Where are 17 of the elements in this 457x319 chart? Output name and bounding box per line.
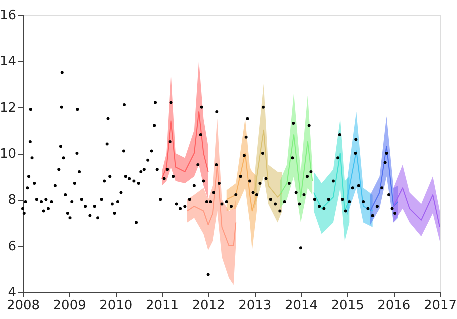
y-tick-label: 8 <box>8 193 16 208</box>
x-tick-label: 2012 <box>192 298 226 314</box>
y-tick-label: 10 <box>0 147 16 162</box>
x-tick-label: 2014 <box>284 298 318 314</box>
x-tick-label: 2010 <box>100 298 133 314</box>
x-tick-label: 2008 <box>6 298 40 314</box>
x-tick-label: 2011 <box>146 298 180 314</box>
y-tick-label: 16 <box>0 8 16 24</box>
x-tick-label: 2009 <box>53 298 86 314</box>
y-tick-label: 14 <box>0 54 16 70</box>
x-tick-label: 2016 <box>378 298 411 314</box>
x-tick-label: 2015 <box>331 298 364 314</box>
x-tick-label: 2013 <box>238 298 272 314</box>
y-tick-label: 4 <box>8 286 16 300</box>
y-tick-label: 6 <box>8 239 16 254</box>
y-tick-label: 12 <box>0 100 16 116</box>
x-tick-label: 2017 <box>424 298 457 314</box>
